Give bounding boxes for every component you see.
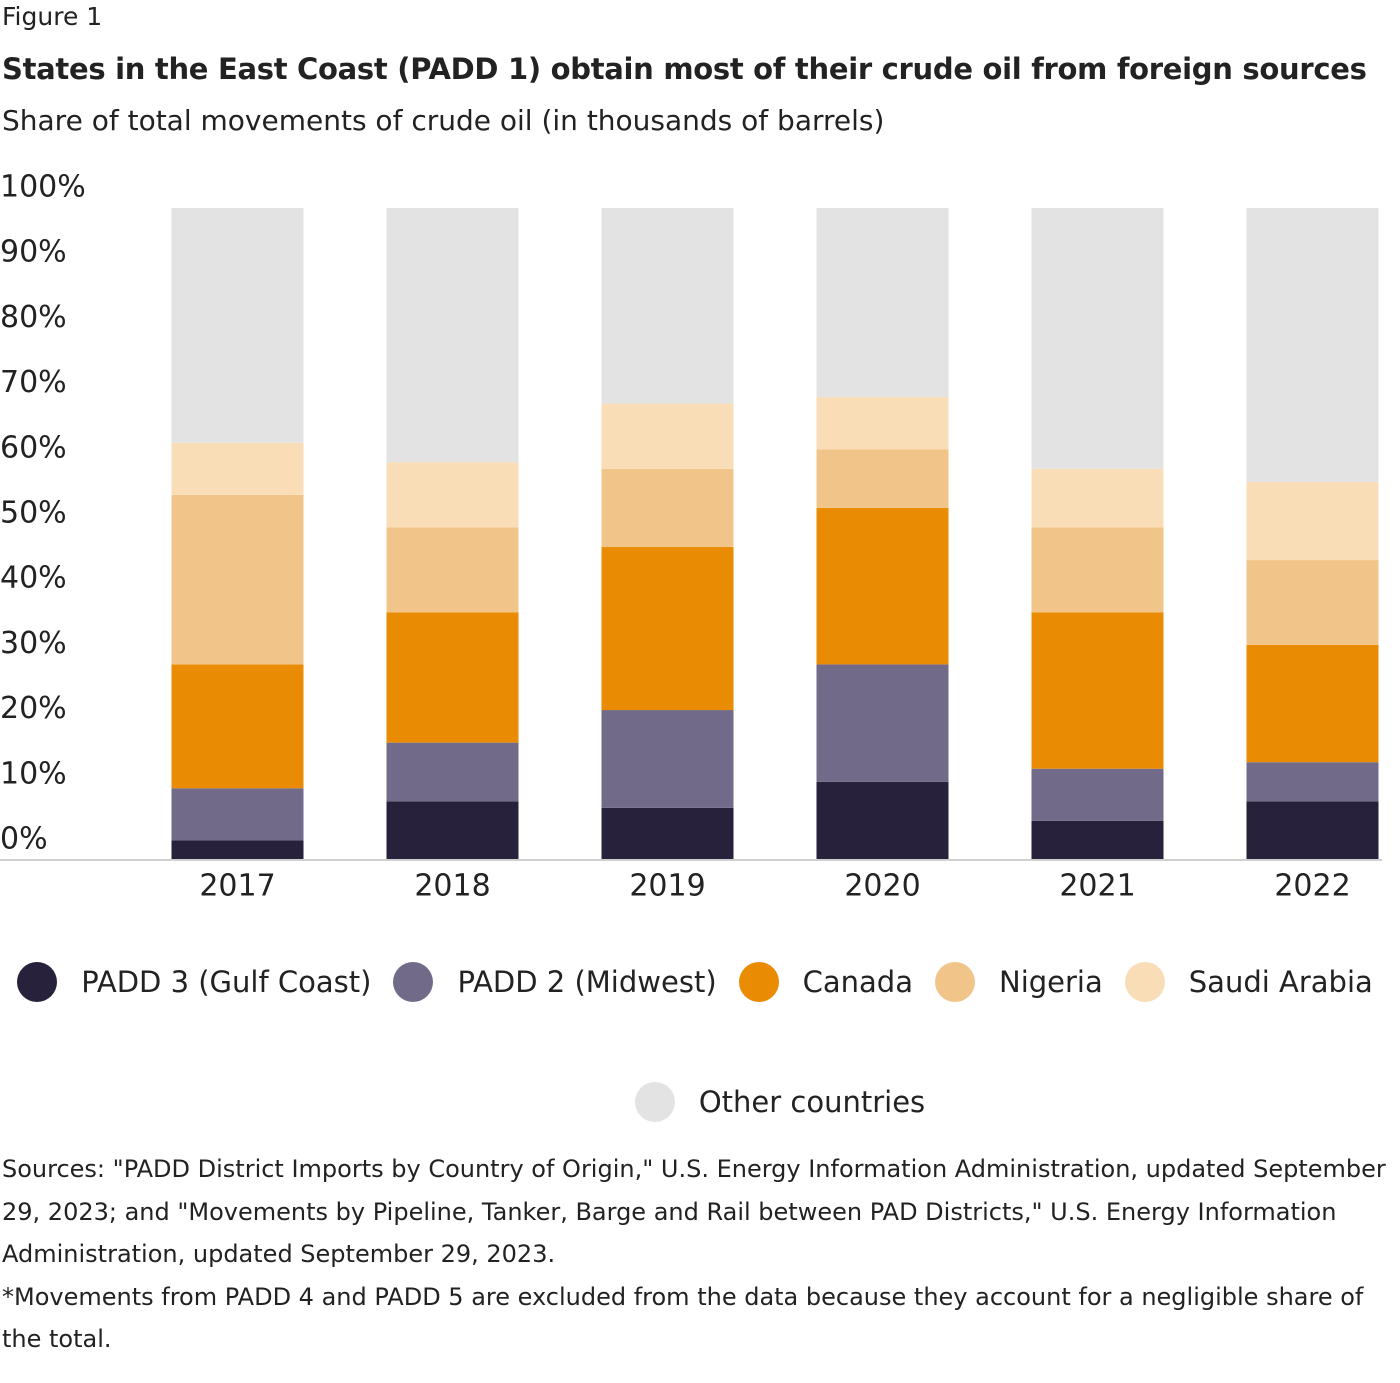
y-tick-label: 50% — [0, 496, 67, 531]
legend-item: Canada — [738, 962, 913, 1002]
bar-segment — [816, 397, 949, 450]
bar-segment — [601, 710, 734, 808]
legend-label: Canada — [802, 965, 913, 999]
legend-swatch — [1124, 962, 1165, 1002]
y-tick-label: 80% — [0, 300, 67, 335]
bar-segment — [601, 403, 734, 469]
x-tick-label: 2022 — [1274, 869, 1350, 904]
bar-segment — [1246, 801, 1379, 860]
y-tick-label: 10% — [0, 756, 67, 791]
legend-swatch — [738, 962, 779, 1002]
bar-segment — [386, 208, 519, 463]
bar-segment — [816, 781, 949, 860]
legend: PADD 3 (Gulf Coast) PADD 2 (Midwest) Canad… — [0, 962, 1390, 1122]
bar-segment — [816, 507, 949, 665]
footnote: *Movements from PADD 4 and PADD 5 are ex… — [2, 1282, 1364, 1354]
legend-label: PADD 3 (Gulf Coast) — [81, 965, 372, 999]
y-tick-label: 0% — [0, 822, 48, 857]
y-tick-label: 100% — [0, 170, 86, 205]
y-tick-label: 70% — [0, 365, 67, 400]
bar-segment — [601, 468, 734, 548]
bar-segment — [1246, 208, 1379, 482]
bar-segment — [171, 788, 304, 841]
bar-segment — [816, 449, 949, 508]
legend-swatch — [935, 962, 975, 1002]
legend-item: PADD 2 (Midwest) — [393, 962, 717, 1002]
legend-swatch — [393, 962, 434, 1002]
x-tick-label: 2019 — [629, 869, 705, 904]
bar-segment — [1031, 208, 1164, 469]
bar-segment — [386, 527, 519, 613]
bar-segment — [816, 208, 949, 398]
bar-segment — [171, 208, 304, 443]
legend-item: PADD 3 (Gulf Coast) — [17, 962, 371, 1002]
bar-segment — [386, 462, 519, 528]
legend-label: Saudi Arabia — [1188, 965, 1373, 999]
footer: Sources: "PADD District Imports by Count… — [2, 1148, 1387, 1361]
legend-swatch — [634, 1082, 675, 1122]
legend-label: Other countries — [698, 1085, 926, 1119]
bar-segment — [1246, 644, 1379, 763]
legend-label: PADD 2 (Midwest) — [457, 965, 717, 999]
legend-swatch — [17, 962, 58, 1002]
x-tick-label: 2020 — [844, 869, 920, 904]
chart-subtitle: Share of total movements of crude oil (i… — [2, 104, 885, 137]
bar-segment — [1031, 468, 1164, 528]
bar-segment — [171, 494, 304, 665]
y-tick-label: 40% — [0, 561, 67, 596]
legend-item: Nigeria — [935, 962, 1103, 1002]
source-note: Sources: "PADD District Imports by Count… — [2, 1155, 1386, 1268]
bar-segment — [1031, 612, 1164, 769]
chart: 0% 10% 20% 30% 40% 50% 60% 70% 80% 90% 100% 2017 201… — [0, 170, 1382, 904]
bar-segment — [171, 840, 304, 860]
x-tick-label: 2021 — [1059, 869, 1135, 904]
y-tick-label: 60% — [0, 430, 67, 465]
y-tick-label: 20% — [0, 691, 67, 726]
bar-segment — [1246, 560, 1379, 645]
bar-segment — [171, 664, 304, 789]
bar-segment — [1031, 820, 1164, 860]
bar-segment — [386, 742, 519, 802]
x-tick-label: 2018 — [414, 869, 490, 904]
bar-segment — [1246, 762, 1379, 802]
bar-segment — [386, 612, 519, 743]
y-tick-label: 90% — [0, 235, 67, 270]
bar-segment — [1031, 768, 1164, 821]
bar-segment — [601, 208, 734, 404]
bar-segment — [601, 807, 734, 860]
bar-segment — [1246, 481, 1379, 561]
x-tick-label: 2017 — [199, 869, 275, 904]
bar-segment — [1031, 527, 1164, 613]
bar-segment — [601, 547, 734, 711]
bar-segment — [816, 664, 949, 782]
chart-title: States in the East Coast (PADD 1) obtain… — [2, 52, 1367, 86]
legend-item: Other countries — [634, 1082, 926, 1122]
legend-item: Saudi Arabia — [1124, 962, 1373, 1002]
bar-segment — [171, 442, 304, 495]
figure-label: Figure 1 — [2, 2, 103, 31]
bar-segment — [386, 801, 519, 860]
legend-label: Nigeria — [999, 965, 1103, 999]
y-tick-label: 30% — [0, 626, 67, 661]
